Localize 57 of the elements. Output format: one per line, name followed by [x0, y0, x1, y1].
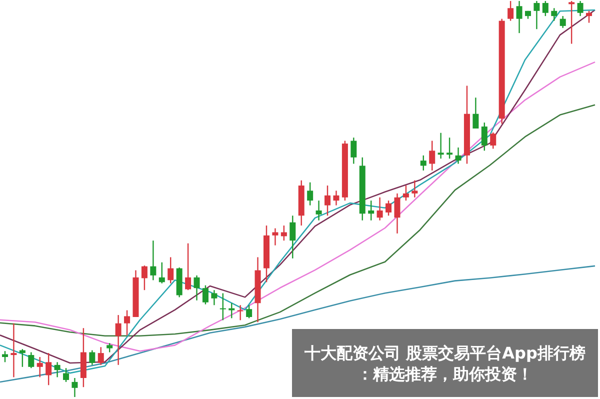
- candlestick: [490, 132, 496, 150]
- candlestick: [333, 190, 340, 206]
- candlestick: [168, 256, 174, 284]
- candlestick: [106, 342, 113, 353]
- candlestick: [446, 137, 453, 160]
- candlestick: [307, 182, 314, 206]
- candlestick: [316, 200, 322, 221]
- candlestick: [150, 240, 156, 281]
- candlestick: [89, 350, 96, 366]
- candlestick: [19, 348, 26, 368]
- candlestick: [124, 310, 130, 336]
- candlestick: [481, 122, 488, 152]
- candlestick: [516, 0, 522, 34]
- candlestick: [46, 352, 52, 386]
- candlestick: [54, 362, 60, 378]
- candlestick: [429, 140, 436, 172]
- candlestick: [194, 274, 200, 301]
- candlestick: [472, 97, 479, 130]
- candlestick: [246, 304, 252, 319]
- candlestick: [376, 196, 383, 221]
- candlestick: [10, 322, 17, 378]
- candlestick: [72, 377, 78, 398]
- candlestick: [63, 367, 70, 383]
- candlestick: [237, 304, 244, 321]
- candlestick: [438, 132, 444, 160]
- candlestick: [534, 0, 540, 30]
- candlestick: [28, 352, 34, 369]
- candlestick: [211, 289, 218, 306]
- candlestick: [115, 314, 122, 366]
- candlestick: [368, 200, 374, 221]
- candlestick: [386, 200, 392, 216]
- candlestick: [577, 0, 584, 17]
- candlestick: [36, 356, 43, 378]
- candlestick: [158, 262, 165, 284]
- candlestick: [220, 292, 226, 321]
- text: 十大配资公司 股票交易平台App排行榜：精选推荐，助你投资！: [304, 344, 586, 384]
- candlestick: [568, 0, 575, 44]
- candlestick: [455, 146, 462, 164]
- candlestick: [290, 215, 296, 259]
- candlestick: [202, 284, 208, 305]
- candlestick: [560, 15, 566, 29]
- candlestick: [141, 264, 148, 291]
- candlestick: [402, 184, 409, 202]
- candlestick: [185, 242, 192, 291]
- candlestick: [272, 228, 278, 246]
- candlestick: [98, 346, 104, 366]
- candlestick: [508, 0, 514, 22]
- candlestick: [2, 350, 8, 363]
- candlestick: [586, 10, 592, 24]
- candlestick: [228, 302, 235, 319]
- candlestick: [420, 154, 426, 172]
- candlestick: [542, 0, 548, 17]
- candlestick: [324, 184, 331, 216]
- candlestick: [394, 192, 400, 234]
- candlestick: [412, 180, 418, 198]
- candlestick: [551, 8, 558, 22]
- candlestick: [350, 137, 357, 164]
